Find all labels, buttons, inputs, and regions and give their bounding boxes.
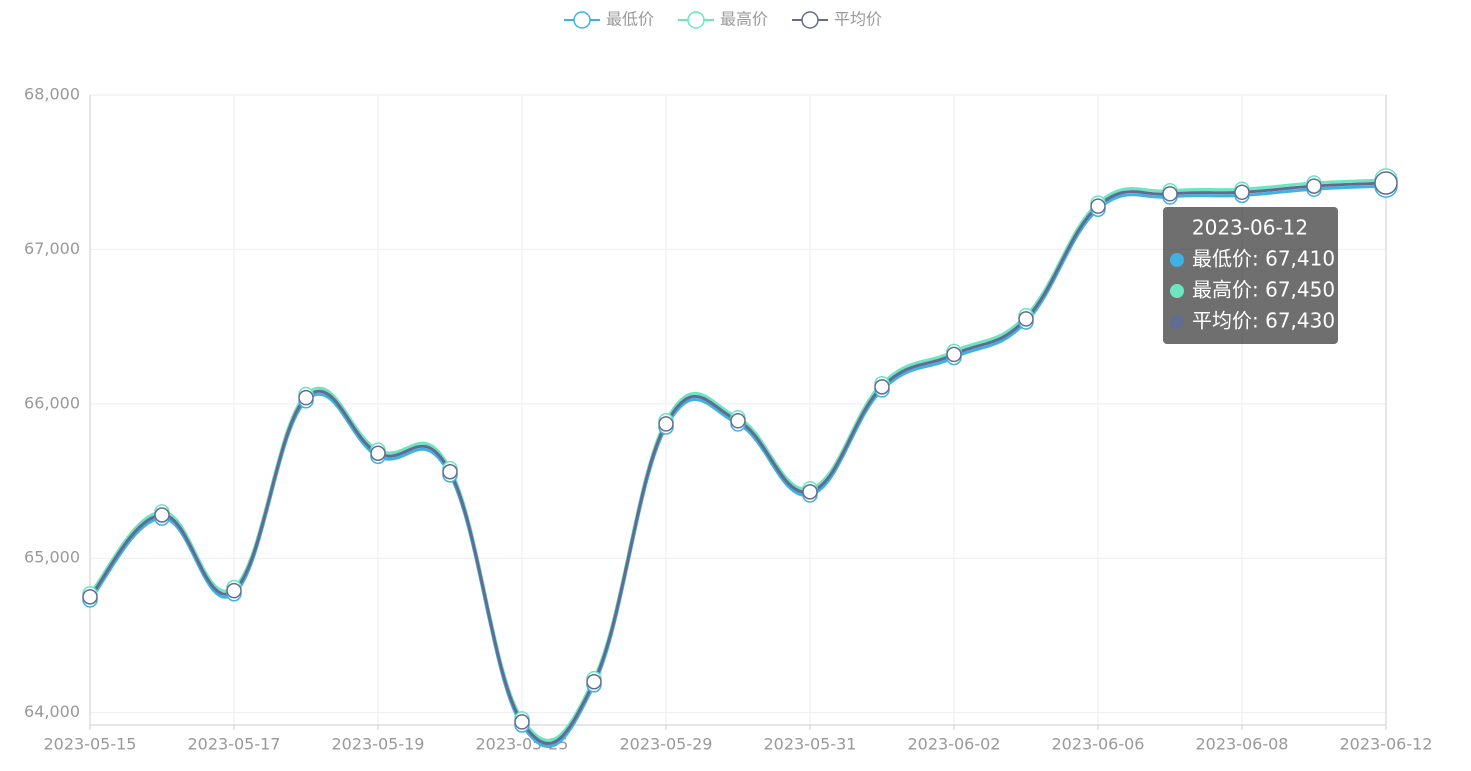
point bbox=[1234, 184, 1250, 201]
x-tick-label: 2023-06-12 bbox=[1340, 735, 1433, 754]
point bbox=[1306, 178, 1322, 194]
y-tick-label: 65,000 bbox=[24, 548, 80, 567]
x-tick-label: 2023-05-15 bbox=[44, 735, 137, 754]
legend-icon bbox=[687, 11, 705, 29]
tooltip-row: 最高价: 67,450 bbox=[1192, 278, 1335, 302]
point bbox=[1018, 311, 1034, 327]
point bbox=[154, 507, 170, 523]
tooltip-dot bbox=[1170, 253, 1184, 267]
tooltip-title: 2023-06-12 bbox=[1192, 216, 1308, 240]
y-tick-label: 68,000 bbox=[24, 85, 80, 104]
point bbox=[1374, 171, 1398, 195]
x-tick-label: 2023-06-08 bbox=[1196, 735, 1289, 754]
x-tick-label: 2023-05-17 bbox=[188, 735, 281, 754]
point bbox=[586, 674, 602, 690]
legend-icon bbox=[573, 11, 591, 29]
x-tick-label: 2023-05-19 bbox=[332, 735, 425, 754]
x-tick-label: 2023-06-02 bbox=[908, 735, 1001, 754]
tooltip-dot bbox=[1170, 284, 1184, 298]
tooltip-row: 平均价: 67,430 bbox=[1192, 309, 1335, 333]
tooltip-dot bbox=[1170, 315, 1184, 329]
x-tick-label: 2023-06-06 bbox=[1052, 735, 1145, 754]
point bbox=[226, 582, 242, 599]
point bbox=[730, 413, 746, 429]
point bbox=[946, 346, 962, 363]
y-tick-label: 66,000 bbox=[24, 393, 80, 412]
point bbox=[514, 714, 530, 730]
y-tick-label: 64,000 bbox=[24, 702, 80, 721]
y-tick-label: 67,000 bbox=[24, 239, 80, 258]
point bbox=[442, 464, 458, 480]
tooltip-box bbox=[1163, 207, 1338, 344]
legend-label: 最高价 bbox=[720, 10, 768, 29]
point bbox=[298, 389, 314, 406]
tooltip-row: 最低价: 67,410 bbox=[1192, 247, 1335, 271]
legend-icon bbox=[801, 11, 819, 29]
point bbox=[802, 484, 818, 500]
tooltip: 2023-06-12 最低价: 67,410 最高价: 67,450 平均价: 67,… bbox=[1163, 207, 1338, 344]
legend-label: 最低价 bbox=[606, 10, 654, 29]
x-tick-label: 2023-05-29 bbox=[620, 735, 713, 754]
x-tick-label: 2023-05-31 bbox=[764, 735, 857, 754]
point bbox=[1090, 198, 1106, 214]
point bbox=[874, 379, 890, 395]
point bbox=[658, 416, 674, 432]
point bbox=[1162, 186, 1178, 202]
legend-label: 平均价 bbox=[834, 10, 882, 29]
point bbox=[82, 589, 98, 605]
point bbox=[370, 445, 386, 461]
